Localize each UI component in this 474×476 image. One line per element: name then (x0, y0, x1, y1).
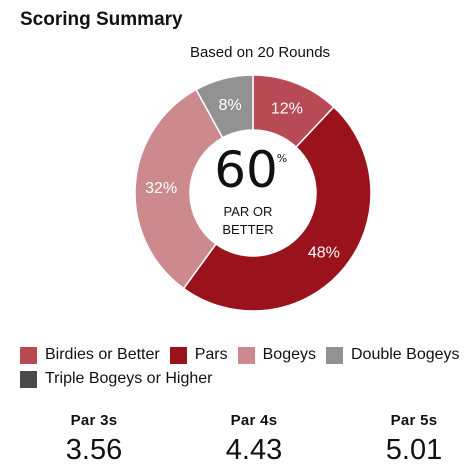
legend-label: Double Bogeys (351, 346, 460, 363)
legend-swatch (20, 370, 37, 388)
page-title: Scoring Summary (20, 9, 183, 30)
par-3-value: 3.56 (65, 434, 123, 466)
slice-label-pars: 48% (308, 245, 340, 262)
slice-pars (182, 105, 372, 312)
par-4-stat: Par 4s 4.43 (184, 412, 324, 467)
donut-slices (134, 74, 372, 312)
center-label-line1: PAR OR (224, 204, 273, 219)
legend-swatch (20, 346, 37, 364)
legend-swatch (169, 346, 187, 364)
par-averages: Par 3s 3.56 Par 4s 4.43 Par 5s 5.01 (0, 412, 474, 472)
center-label-line2: BETTER (222, 222, 273, 237)
legend-item-triple-bogeys-or-higher[interactable]: Triple Bogeys or Higher (20, 369, 212, 389)
par-3-stat: Par 3s 3.56 (24, 412, 164, 467)
legend-item-bogeys[interactable]: Bogeys (237, 345, 316, 365)
par-5-value: 5.01 (385, 434, 443, 466)
slice-label-bogeys: 32% (145, 180, 177, 197)
legend-item-pars[interactable]: Pars (169, 345, 228, 365)
slice-label-double-bogeys: 8% (219, 97, 242, 114)
center-value-unit: % (277, 152, 287, 165)
slice-double-bogeys (195, 74, 254, 139)
center-value: 60 (214, 141, 278, 199)
par-3-label: Par 3s (70, 412, 118, 429)
legend-item-double-bogeys[interactable]: Double Bogeys (326, 345, 460, 365)
legend-swatch (237, 346, 255, 364)
chart-subtitle: Based on 20 Rounds (189, 44, 331, 61)
legend-label: Birdies or Better (45, 346, 160, 363)
legend-label: Pars (194, 346, 228, 363)
donut-slice-labels: 12% 48% 32% 8% (145, 97, 340, 262)
scoring-donut-chart: 12% 48% 32% 8% 60 % PAR OR BETTER (134, 74, 372, 312)
legend-item-birdies-or-better[interactable]: Birdies or Better (20, 345, 160, 365)
chart-legend: Birdies or Better Pars Bogeys Double Bogeys… (20, 345, 470, 389)
slice-label-birdies-or-better: 12% (271, 100, 303, 117)
legend-label: Bogeys (262, 346, 316, 363)
par-4-label: Par 4s (230, 412, 278, 429)
par-4-value: 4.43 (225, 434, 283, 466)
legend-label: Triple Bogeys or Higher (45, 370, 213, 387)
par-5-stat: Par 5s 5.01 (344, 412, 474, 467)
slice-bogeys (134, 88, 224, 290)
legend-swatch (326, 346, 343, 364)
par-5-label: Par 5s (390, 412, 438, 429)
